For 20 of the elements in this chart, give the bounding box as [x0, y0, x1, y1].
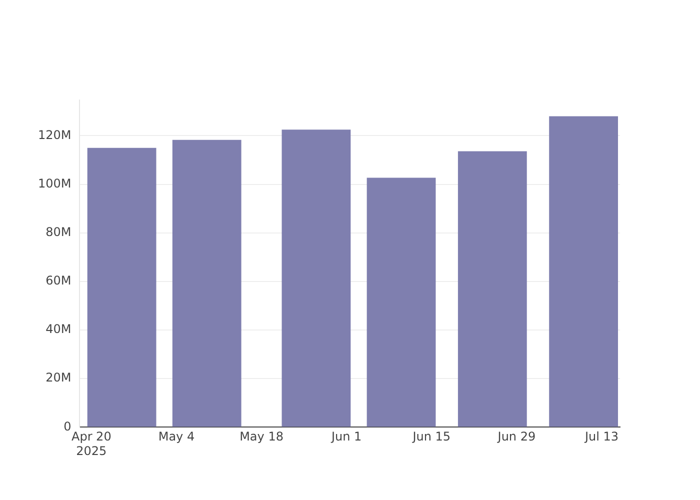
bar — [549, 116, 618, 427]
x-tick-label: Jul 13 — [584, 430, 619, 444]
y-tick-label: 40M — [46, 322, 72, 336]
x-tick-label: May 18 — [240, 430, 284, 444]
y-tick-label: 20M — [46, 370, 72, 385]
bar — [172, 140, 242, 427]
y-tick-label: 80M — [46, 224, 72, 239]
x-tick-label: Jun 15 — [412, 430, 451, 444]
bar — [282, 130, 351, 427]
y-tick-label: 100M — [38, 176, 72, 190]
bar — [87, 148, 156, 427]
x-tick-label: Jun 1 — [330, 430, 362, 444]
y-tick-label: 60M — [46, 274, 72, 288]
x-tick-label: Jun 29 — [496, 430, 536, 444]
bar — [458, 151, 527, 427]
y-tick-label: 0 — [64, 419, 72, 434]
y-tick-label: 120M — [38, 128, 72, 142]
x-tick-label: May 4 — [158, 430, 195, 444]
x-tick-label: Apr 20 2025 — [71, 430, 112, 458]
bar — [366, 178, 436, 427]
